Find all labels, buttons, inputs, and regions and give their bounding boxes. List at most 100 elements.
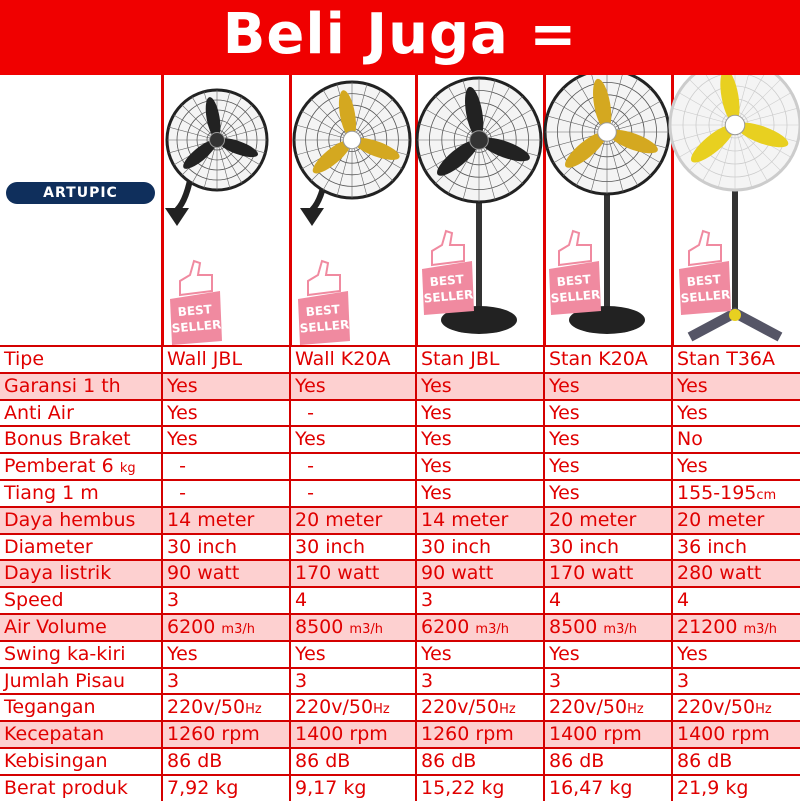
table-cell: Yes — [415, 481, 543, 506]
table-row: Bonus Braket Yes Yes Yes Yes No — [0, 425, 800, 453]
cell-value: Tegangan — [4, 696, 96, 719]
table-cell: Yes — [161, 427, 289, 453]
table-cell: Stan T36A — [671, 347, 800, 372]
cell-value: Swing ka-kiri — [4, 642, 126, 665]
cell-value: Yes — [421, 482, 452, 504]
table-cell: 3 — [161, 588, 289, 614]
cell-value: - — [295, 482, 314, 504]
cell-value: Yes — [421, 374, 452, 397]
table-cell: 3 — [415, 668, 543, 694]
best-seller-line1: BEST — [177, 302, 213, 319]
table-cell: 20 meter — [289, 507, 415, 533]
fan-hub — [597, 122, 617, 142]
cell-value: 3 — [295, 669, 308, 692]
table-cell: Yes — [161, 373, 289, 399]
table-cell: 14 meter — [415, 507, 543, 533]
cell-value: Stan K20A — [549, 348, 648, 370]
table-cell: Yes — [671, 373, 800, 399]
cell-value: - — [167, 455, 186, 478]
row-label: Kebisingan — [0, 749, 161, 774]
best-seller-line1: BEST — [686, 272, 722, 289]
cell-value: 86 dB — [677, 750, 733, 772]
table-cell: Stan K20A — [543, 347, 671, 372]
cell-value: Yes — [549, 374, 580, 397]
product-images: BESTSELLERBESTSELLERBESTSELLERBESTSELLER… — [165, 75, 800, 345]
table-row: Speed 3 4 3 4 4 — [0, 586, 800, 614]
table-cell: 170 watt — [543, 561, 671, 587]
row-label: Speed — [0, 588, 161, 613]
cell-value: 170 watt — [549, 562, 634, 585]
fan-hub — [469, 130, 489, 150]
table-cell: Yes — [161, 641, 289, 667]
product-column — [671, 75, 800, 345]
cell-value: 7,92 kg — [167, 776, 239, 799]
cell-unit: m3/h — [475, 622, 509, 637]
table-cell: 3 — [671, 668, 800, 694]
table-cell: No — [671, 427, 800, 453]
table-cell: Yes — [289, 373, 415, 399]
thumbs-up-icon — [179, 259, 213, 297]
thumbs-up-icon — [558, 229, 592, 267]
table-cell: 36 inch — [671, 534, 800, 560]
fan-blade — [437, 140, 479, 176]
cell-value: Yes — [677, 401, 708, 424]
table-cell: Wall JBL — [161, 347, 289, 372]
cell-unit: Hz — [755, 702, 772, 718]
cell-value: 220v/50 — [677, 696, 756, 719]
table-cell: 220v/50Hz — [161, 695, 289, 721]
table-cell: Yes — [415, 373, 543, 399]
cell-value: 220v/50 — [421, 696, 500, 719]
table-cell: - — [289, 481, 415, 506]
cell-value: Yes — [167, 428, 198, 451]
cell-value: 4 — [295, 589, 308, 612]
cell-value: Diameter — [4, 535, 93, 558]
cell-value: 21200 — [677, 616, 744, 638]
fan-mount — [300, 208, 324, 226]
cell-value: 3 — [421, 589, 434, 612]
fan-blade — [205, 97, 221, 139]
cell-unit: m3/h — [349, 622, 383, 637]
row-label: Pemberat 6 kg — [0, 454, 161, 479]
table-cell: 1400 rpm — [671, 722, 800, 748]
table-cell: 21,9 kg — [671, 775, 800, 801]
cell-value: Yes — [421, 401, 452, 424]
table-cell: 14 meter — [161, 507, 289, 533]
fan-image — [292, 80, 412, 226]
table-cell: 86 dB — [415, 749, 543, 774]
cell-value: 4 — [677, 589, 690, 612]
table-cell: 220v/50Hz — [543, 695, 671, 721]
table-cell: Yes — [415, 454, 543, 480]
table-cell: 170 watt — [289, 561, 415, 587]
cell-value: Stan T36A — [677, 348, 776, 370]
cell-value: Stan JBL — [421, 348, 500, 370]
table-cell: 155-195cm — [671, 481, 800, 506]
table-row: Kecepatan 1260 rpm 1400 rpm 1260 rpm 1400 rp… — [0, 720, 800, 748]
fan-mount — [165, 208, 189, 226]
cell-value: 20 meter — [549, 508, 637, 531]
table-cell: 220v/50Hz — [289, 695, 415, 721]
table-cell: Yes — [289, 427, 415, 453]
cell-value: 3 — [677, 669, 690, 692]
row-label: Diameter — [0, 535, 161, 560]
cell-value: 280 watt — [677, 562, 762, 585]
cell-value: 170 watt — [295, 562, 380, 585]
cell-value: Yes — [295, 374, 326, 397]
cell-value: 16,47 kg — [549, 776, 633, 799]
cell-value: 14 meter — [167, 508, 255, 531]
cell-value: 86 dB — [421, 750, 477, 772]
table-row: Pemberat 6 kg - - Yes Yes Yes — [0, 452, 800, 480]
table-cell: 3 — [415, 588, 543, 614]
cell-value: Wall K20A — [295, 348, 391, 370]
table-cell: 86 dB — [161, 749, 289, 774]
cell-value: 220v/50 — [549, 696, 628, 719]
fan-blade — [465, 86, 484, 139]
cell-value: 36 inch — [677, 535, 748, 558]
table-cell: 6200 m3/h — [415, 615, 543, 640]
cell-value: Daya listrik — [4, 562, 112, 585]
cell-value: 30 inch — [295, 535, 366, 558]
fan-blade — [720, 75, 740, 124]
fan-blade — [312, 140, 352, 174]
table-cell: Yes — [415, 427, 543, 453]
